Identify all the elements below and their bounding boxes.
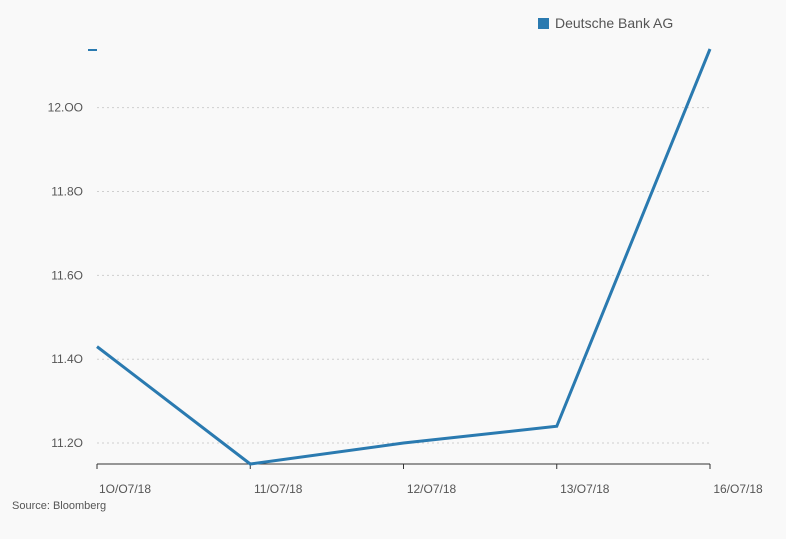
- y-tick-label: 11.4O: [51, 352, 83, 366]
- legend-swatch: [538, 17, 549, 29]
- series-line: [96, 48, 712, 466]
- x-tick-label: 16/O7/18: [713, 482, 763, 496]
- x-tick-label: 12/O7/18: [407, 482, 457, 496]
- y-tick-label: 12.OO: [48, 101, 83, 115]
- x-tick-label: 11/O7/18: [254, 482, 303, 496]
- legend-label: Deutsche Bank AG: [555, 15, 674, 31]
- y-tick-label: 11.2O: [51, 436, 83, 450]
- x-tick-label: 13/O7/18: [560, 482, 610, 496]
- x-axis-ticks: 1O/O7/18 11/O7/18 12/O7/18 13/O7/18 16/O7/18: [96, 464, 763, 496]
- source-note: Source: Bloomberg: [12, 500, 107, 512]
- series-group: [96, 48, 712, 466]
- y-axis-ticks: 11.2O 11.4O 11.6O 11.8O 12.OO: [48, 101, 83, 450]
- x-tick-label: 1O/O7/18: [99, 482, 151, 496]
- legend: Deutsche Bank AG: [538, 15, 673, 31]
- y-tick-label: 11.6O: [51, 268, 83, 282]
- y-tick-label: 11.8O: [51, 185, 83, 199]
